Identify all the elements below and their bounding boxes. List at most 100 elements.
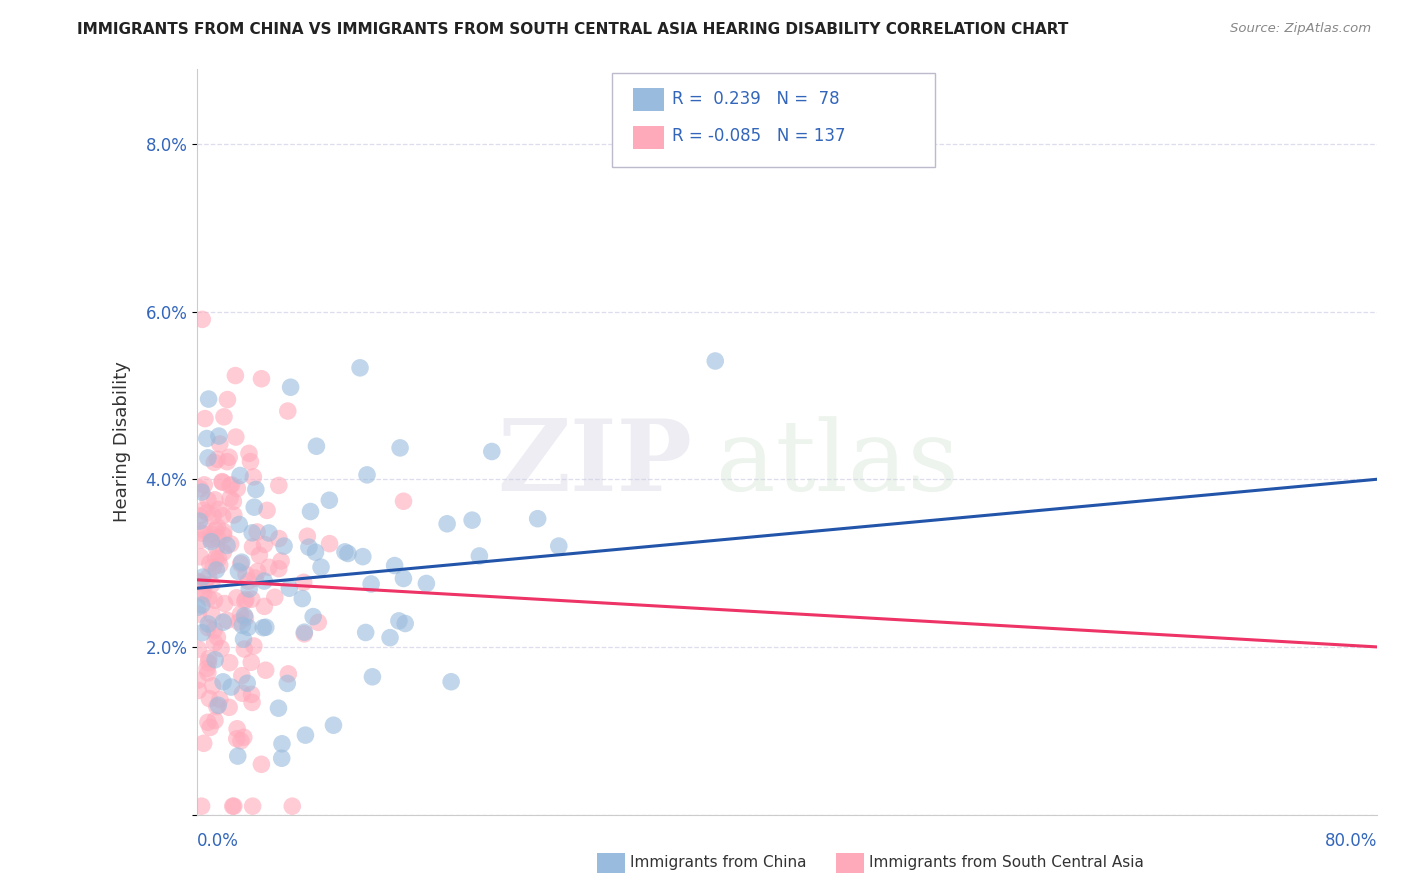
Point <box>197 665 219 680</box>
Point <box>235 567 257 582</box>
Y-axis label: Hearing Disability: Hearing Disability <box>114 361 131 522</box>
Point <box>526 511 548 525</box>
Point <box>318 493 340 508</box>
Point <box>218 700 240 714</box>
Text: IMMIGRANTS FROM CHINA VS IMMIGRANTS FROM SOUTH CENTRAL ASIA HEARING DISABILITY C: IMMIGRANTS FROM CHINA VS IMMIGRANTS FROM… <box>77 22 1069 37</box>
Point <box>191 312 214 326</box>
Point <box>242 799 264 814</box>
Point <box>212 615 235 630</box>
Point <box>187 600 209 615</box>
Point <box>394 616 416 631</box>
Point <box>309 560 332 574</box>
Point <box>267 532 290 546</box>
Point <box>360 577 382 591</box>
Point <box>204 593 226 607</box>
Point <box>205 699 228 714</box>
Point <box>202 509 225 524</box>
Point <box>190 799 212 814</box>
Point <box>238 582 260 596</box>
Point <box>231 555 253 569</box>
Point <box>246 524 269 539</box>
Point <box>209 641 232 656</box>
Point <box>253 537 276 551</box>
Point <box>217 613 239 627</box>
Point <box>436 516 458 531</box>
Point <box>322 718 344 732</box>
Text: R = -0.085   N = 137: R = -0.085 N = 137 <box>672 128 845 145</box>
Point <box>212 674 235 689</box>
Point <box>225 430 247 444</box>
Point <box>232 731 254 745</box>
Point <box>267 478 290 492</box>
Point <box>231 686 253 700</box>
Point <box>547 539 569 553</box>
Point <box>197 621 219 635</box>
Point <box>225 591 247 605</box>
Point <box>242 540 264 554</box>
Point <box>461 513 484 527</box>
Point <box>191 625 214 640</box>
Point <box>190 584 212 599</box>
Point <box>193 478 215 492</box>
Point <box>197 616 219 631</box>
Point <box>205 541 228 555</box>
Point <box>232 632 254 647</box>
Point <box>188 482 211 496</box>
Point <box>257 526 280 541</box>
Text: atlas: atlas <box>716 416 959 512</box>
Point <box>198 721 221 735</box>
Point <box>226 749 249 764</box>
Point <box>256 503 278 517</box>
Point <box>229 734 252 748</box>
Point <box>218 478 240 492</box>
Point <box>214 597 236 611</box>
Point <box>233 608 256 623</box>
Point <box>221 478 243 492</box>
Point <box>277 666 299 681</box>
Point <box>191 570 214 584</box>
Point <box>240 655 263 669</box>
Point <box>226 722 249 736</box>
Point <box>361 670 384 684</box>
Point <box>277 404 299 418</box>
Point <box>208 437 231 451</box>
Point <box>254 663 277 677</box>
Point <box>219 491 242 506</box>
Point <box>204 714 226 728</box>
Point <box>281 799 304 814</box>
Point <box>193 587 215 601</box>
Point <box>250 757 273 772</box>
Point <box>415 576 437 591</box>
Point <box>236 676 259 690</box>
Point <box>378 631 401 645</box>
Point <box>201 679 224 693</box>
Point <box>191 598 214 612</box>
Point <box>197 392 219 406</box>
Point <box>193 523 215 537</box>
Point <box>468 549 491 563</box>
Point <box>201 577 224 591</box>
Text: ZIP: ZIP <box>498 416 693 512</box>
Point <box>207 551 229 566</box>
Point <box>194 577 217 591</box>
Point <box>235 611 257 625</box>
Point <box>336 546 359 560</box>
Point <box>194 411 217 425</box>
Point <box>211 475 233 489</box>
Point <box>292 575 315 590</box>
Point <box>280 380 302 394</box>
Point <box>187 575 209 590</box>
Point <box>208 558 231 572</box>
Point <box>222 494 245 508</box>
Point <box>704 354 727 368</box>
Point <box>211 508 233 523</box>
Point <box>238 620 260 634</box>
Point <box>239 454 262 468</box>
Point <box>245 483 267 497</box>
Point <box>211 475 233 490</box>
Point <box>292 627 315 641</box>
Point <box>252 621 274 635</box>
Point <box>240 687 263 701</box>
Point <box>188 514 211 528</box>
Point <box>354 625 377 640</box>
